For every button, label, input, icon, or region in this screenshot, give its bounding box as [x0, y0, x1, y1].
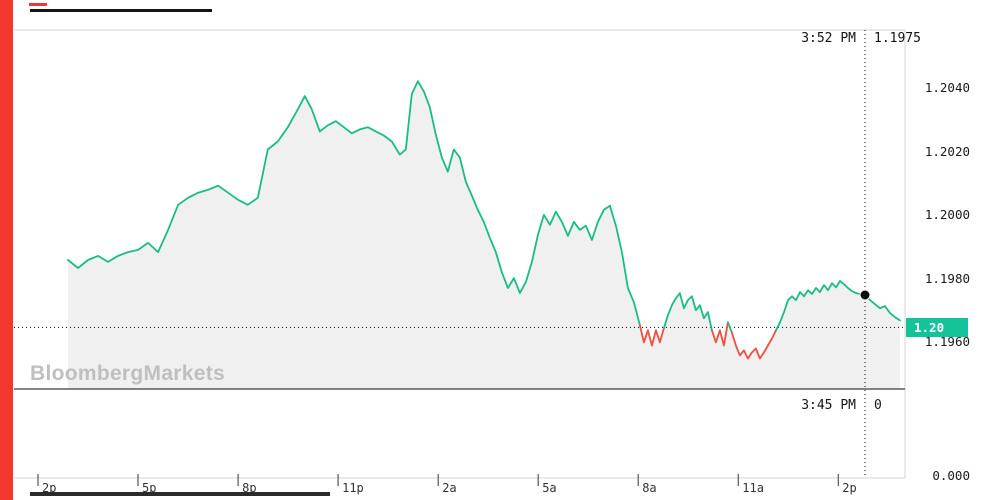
bloomberg-watermark: BloombergMarkets: [30, 362, 226, 385]
horizontal-scrollbar-thumb[interactable]: [30, 492, 330, 496]
price-line-segment: [727, 321, 733, 334]
x-axis-label: 8p: [242, 481, 257, 495]
last-price-badge: 1.20: [906, 318, 968, 338]
price-area-fill: [68, 81, 900, 389]
tab-red-mark: [29, 3, 47, 6]
crosshair-time-label: 3:52 PM: [801, 31, 856, 46]
left-red-edge-bar: [0, 0, 13, 500]
crosshair-bottom-value-label: 0: [874, 398, 882, 413]
y-axis-label: 1.2000: [924, 207, 970, 223]
y-axis-label: 1.1960: [924, 334, 970, 350]
crosshair-bottom-time-label: 3:45 PM: [801, 398, 856, 413]
last-trade-dot: [859, 289, 871, 301]
x-axis-label: 8a: [642, 481, 657, 495]
price-line-segment: [775, 280, 901, 332]
x-axis-label: 2p: [42, 481, 57, 495]
y-axis-label: 1.1980: [924, 270, 970, 286]
price-line-segment: [711, 321, 729, 347]
x-axis-label: 2a: [442, 481, 457, 495]
active-tab-underline: [30, 9, 212, 12]
x-axis-label: 5p: [142, 481, 157, 495]
x-axis-label: 11a: [742, 481, 764, 495]
price-line-segment: [663, 292, 713, 332]
y-axis-label: 1.2020: [924, 143, 970, 159]
y-axis-label: 1.2040: [924, 80, 970, 96]
y-axis-zero-label: 0.000: [932, 468, 970, 483]
price-line-segment: [639, 324, 665, 347]
price-line-segment: [67, 80, 641, 327]
x-axis-label: 5a: [542, 481, 557, 495]
price-line-segment: [731, 329, 777, 360]
x-axis-label: 2p: [842, 481, 857, 495]
x-axis-label: 11p: [342, 481, 364, 495]
crosshair-price-label: 1.1975: [874, 31, 921, 46]
